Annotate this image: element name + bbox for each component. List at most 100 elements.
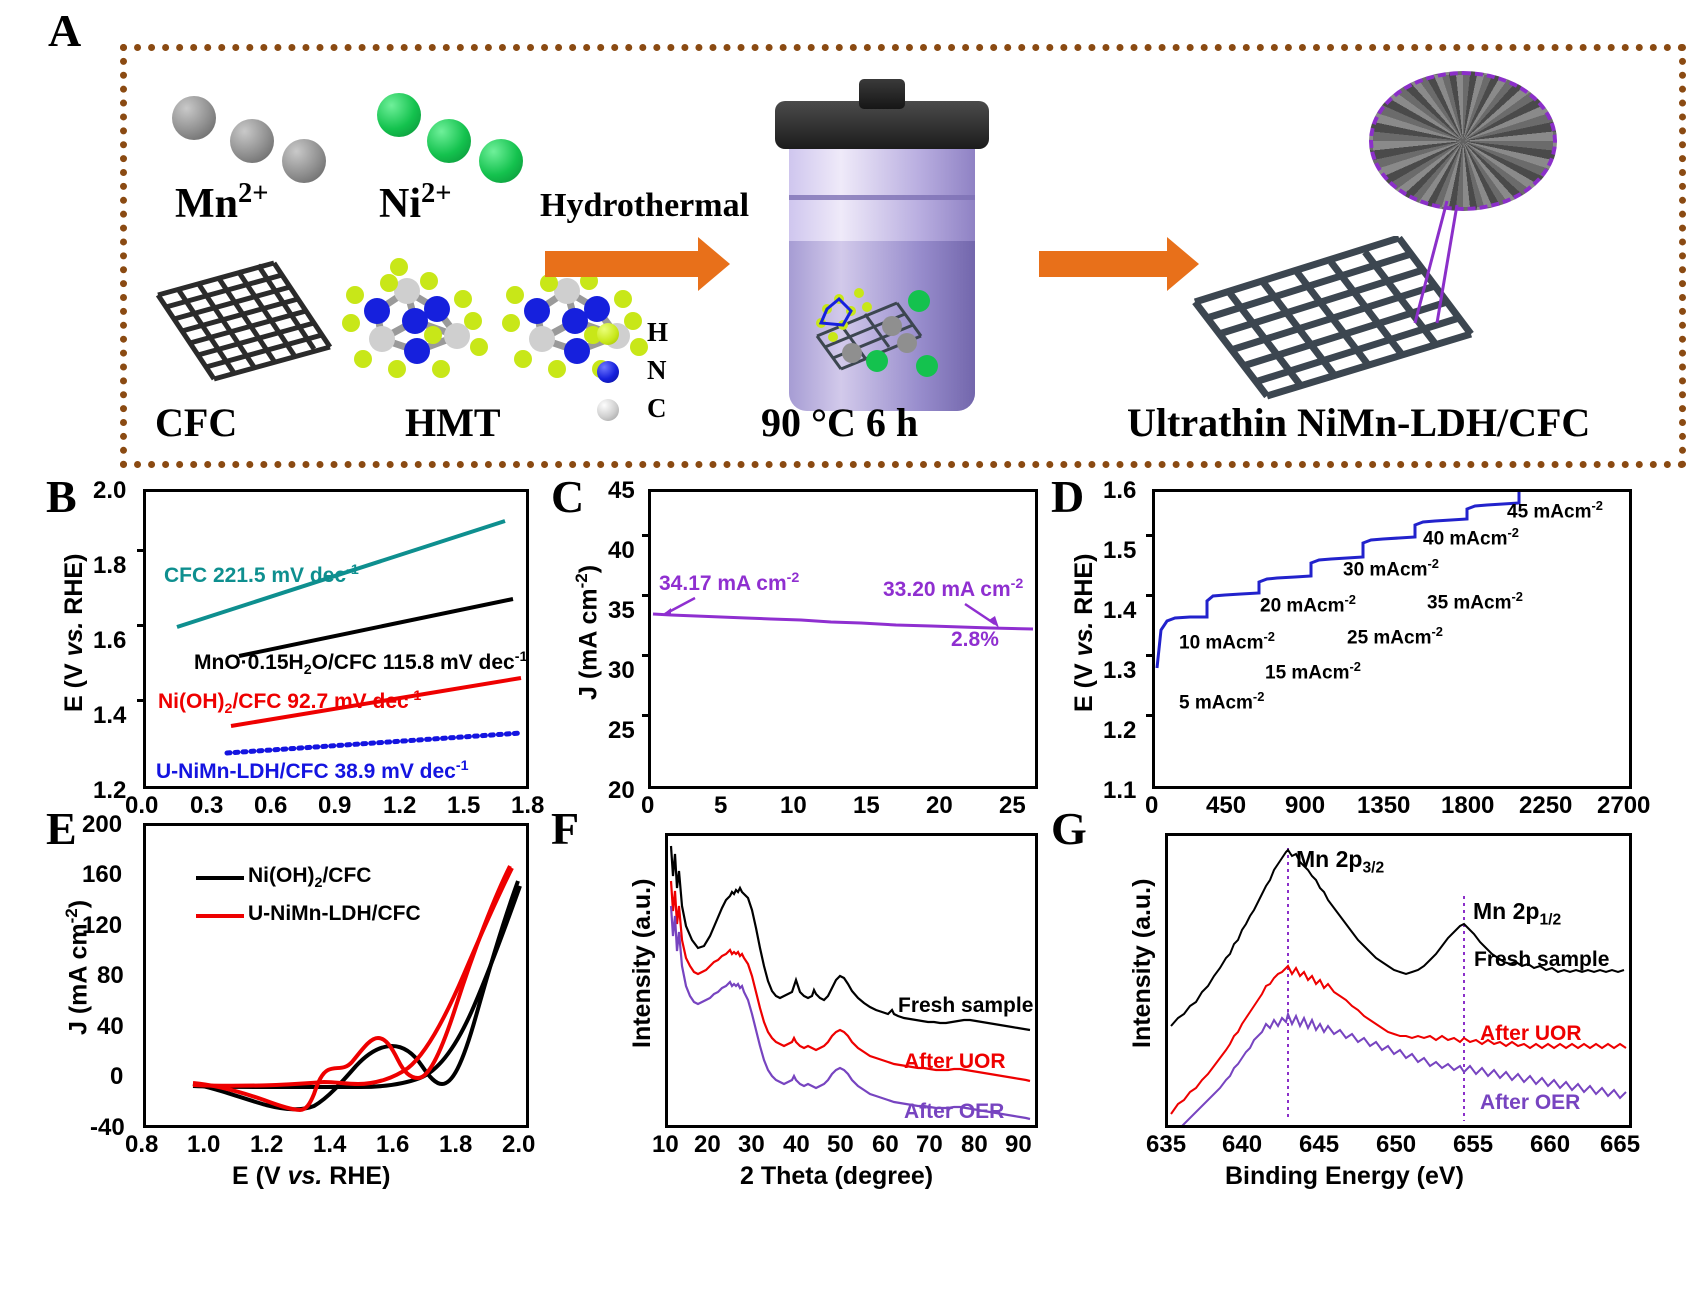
ni-sphere bbox=[427, 119, 471, 163]
panel-d-ytick: 1.1 bbox=[1103, 777, 1137, 804]
autoclave-icon bbox=[767, 79, 997, 421]
tick-mark bbox=[137, 549, 145, 552]
c-atom-label: C bbox=[647, 393, 667, 423]
panel-b-xtick: 0.0 bbox=[125, 792, 159, 819]
c-atom-icon bbox=[597, 399, 619, 421]
panel-g-curve-label-oer: After OER bbox=[1480, 1091, 1581, 1114]
panel-d-xtick: 1350 bbox=[1357, 792, 1411, 819]
legend-swatch-unimn bbox=[196, 914, 244, 918]
panel-b-xtick: 1.2 bbox=[383, 792, 417, 819]
tick-mark bbox=[642, 654, 650, 657]
tick-mark bbox=[137, 624, 145, 627]
panel-d-xtick: 2250 bbox=[1519, 792, 1573, 819]
panel-e-ytick: 40 bbox=[97, 1013, 124, 1040]
panel-e-xtick: 1.8 bbox=[439, 1131, 473, 1158]
panel-f-xtick: 80 bbox=[961, 1131, 988, 1158]
panel-g-peak-label-2p12: Mn 2p1/2 bbox=[1473, 898, 1562, 929]
legend-swatch-nioh bbox=[196, 876, 244, 880]
panel-f-curve-label-fresh: Fresh sample bbox=[898, 994, 1034, 1017]
hydrothermal-arrow-icon bbox=[545, 237, 730, 291]
panel-c-ytick: 40 bbox=[608, 537, 635, 564]
panel-f-curve-label-oer: After OER bbox=[904, 1100, 1005, 1123]
panel-c-arrow-start-icon bbox=[661, 596, 696, 616]
sem-inset-icon bbox=[1369, 71, 1557, 211]
tick-mark bbox=[642, 714, 650, 717]
ni-sphere bbox=[479, 139, 523, 183]
panel-e-plot: Ni(OH)2/CFC U-NiMn-LDH/CFC bbox=[143, 823, 529, 1128]
panel-g-curve-label-fresh: Fresh sample bbox=[1474, 948, 1610, 971]
panel-e-ytick: 200 bbox=[82, 811, 123, 838]
panel-c-xtick: 20 bbox=[926, 792, 953, 819]
tick-mark bbox=[1146, 654, 1154, 657]
panel-g-xtick: 645 bbox=[1299, 1131, 1340, 1158]
panel-f-curve-label-uor: After UOR bbox=[904, 1050, 1006, 1073]
panel-c-curve bbox=[652, 612, 1034, 631]
panel-c-ytick: 25 bbox=[608, 717, 635, 744]
panel-b-ytick: 1.2 bbox=[93, 777, 127, 804]
panel-g-plot: Mn 2p3/2 Mn 2p1/2 Fresh sample After UOR… bbox=[1165, 833, 1632, 1128]
panel-f-xlabel: 2 Theta (degree) bbox=[740, 1162, 934, 1190]
panel-d-ytick: 1.5 bbox=[1103, 537, 1137, 564]
panel-e-ytick: 120 bbox=[82, 912, 123, 939]
n-atom-label: N bbox=[647, 355, 667, 385]
tick-mark bbox=[1146, 534, 1154, 537]
panel-e-xlabel: E (V vs. RHE) bbox=[232, 1162, 391, 1190]
panel-d-step-label: 20 mAcm-2 bbox=[1260, 592, 1356, 617]
panel-e-xtick: 2.0 bbox=[502, 1131, 536, 1158]
panel-f-xtick: 60 bbox=[872, 1131, 899, 1158]
panel-b-xtick: 1.8 bbox=[511, 792, 545, 819]
panel-g-xlabel: Binding Energy (eV) bbox=[1225, 1162, 1464, 1190]
panel-c-ytick: 20 bbox=[608, 777, 635, 804]
panel-g-ylabel: Intensity (a.u.) bbox=[1128, 878, 1156, 1048]
mn-sphere bbox=[230, 119, 274, 163]
ni-label: Ni2+ bbox=[379, 178, 452, 227]
panel-g-xtick: 660 bbox=[1530, 1131, 1571, 1158]
panel-e-legend-label-unimn: U-NiMn-LDH/CFC bbox=[248, 902, 421, 925]
panel-b-ytick: 2.0 bbox=[93, 477, 127, 504]
panel-b-annotation-nioh: Ni(OH)2/CFC 92.7 mV dec-1 bbox=[158, 688, 422, 718]
panel-c-xtick: 15 bbox=[853, 792, 880, 819]
panel-d-ytick: 1.3 bbox=[1103, 657, 1137, 684]
panel-c-xtick: 0 bbox=[641, 792, 655, 819]
panel-c-annotation-start: 34.17 mA cm-2 bbox=[659, 570, 800, 595]
cfc-mesh-icon bbox=[155, 260, 333, 382]
mn-label: Mn2+ bbox=[175, 178, 269, 227]
panel-g-xtick: 640 bbox=[1222, 1131, 1263, 1158]
panel-d-ytick: 1.6 bbox=[1103, 477, 1137, 504]
panel-d-plot: 5 mAcm-2 10 mAcm-2 15 mAcm-2 20 mAcm-2 2… bbox=[1152, 489, 1632, 789]
panel-e-legend-label-nioh: Ni(OH)2/CFC bbox=[248, 864, 372, 892]
panel-c-plot: 34.17 mA cm-2 33.20 mA cm-2 2.8% bbox=[648, 489, 1038, 789]
panel-b-xtick: 0.9 bbox=[318, 792, 352, 819]
panel-f-xtick: 70 bbox=[916, 1131, 943, 1158]
panel-d-xtick: 2700 bbox=[1597, 792, 1651, 819]
panel-f-xtick: 20 bbox=[694, 1131, 721, 1158]
panel-c-xtick: 5 bbox=[714, 792, 728, 819]
panel-b-xtick: 0.3 bbox=[190, 792, 224, 819]
panel-c-ytick: 35 bbox=[608, 597, 635, 624]
panel-c-xtick: 25 bbox=[999, 792, 1026, 819]
panel-d-step-label: 15 mAcm-2 bbox=[1265, 659, 1361, 684]
panel-e-ytick: 0 bbox=[110, 1063, 124, 1090]
panel-b-ylabel: E (V vs. RHE) bbox=[60, 553, 88, 712]
panel-e-xtick: 1.0 bbox=[187, 1131, 221, 1158]
panel-b-plot: CFC 221.5 mV dec-1 MnO·0.15H2O/CFC 115.8… bbox=[143, 489, 529, 789]
h-atom-icon bbox=[597, 323, 619, 345]
panel-b-ytick: 1.8 bbox=[93, 552, 127, 579]
nimn-ldh-sheet-icon bbox=[1192, 236, 1474, 400]
panel-a-schematic: Mn2+ Ni2+ CFC bbox=[120, 44, 1686, 468]
cfc-label: CFC bbox=[155, 400, 238, 445]
panel-letter-b: B bbox=[46, 471, 77, 522]
hmt-label: HMT bbox=[405, 400, 501, 445]
panel-d-ytick: 1.2 bbox=[1103, 717, 1137, 744]
panel-e-xtick: 0.8 bbox=[125, 1131, 159, 1158]
panel-letter-d: D bbox=[1051, 471, 1085, 522]
panel-c-annotation-loss: 2.8% bbox=[951, 628, 999, 651]
panel-c-xtick: 10 bbox=[780, 792, 807, 819]
panel-letter-c: C bbox=[551, 471, 585, 522]
panel-g-xtick: 650 bbox=[1376, 1131, 1417, 1158]
panel-b-annotation-mno: MnO·0.15H2O/CFC 115.8 mV dec-1 bbox=[194, 649, 528, 679]
tick-mark bbox=[642, 594, 650, 597]
product-arrow-icon bbox=[1039, 237, 1199, 291]
panel-d-ylabel: E (V vs. RHE) bbox=[1070, 553, 1098, 712]
panel-b-annotation-cfc: CFC 221.5 mV dec-1 bbox=[164, 562, 359, 587]
